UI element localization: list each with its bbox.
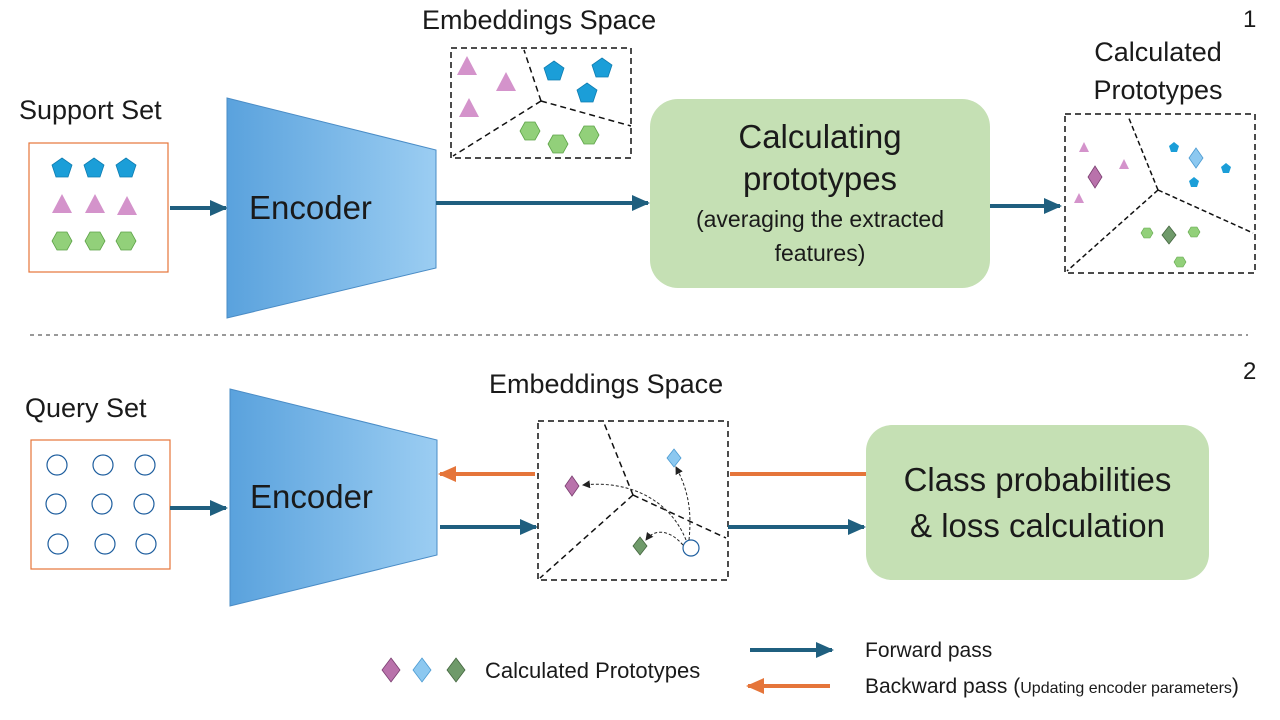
query-sample-icon [133,493,155,515]
hexagon-icon [51,231,73,251]
pink-prototype-diamond-icon [564,475,580,497]
embeddings-triangles [457,56,516,117]
pentagon-icon [83,157,105,178]
triangle-icon [496,72,516,91]
query-sample-icon [91,493,113,515]
embeddings-pentagons [543,57,613,103]
calculated-prototypes-dividers [1066,115,1254,272]
triangle-icon [85,194,105,213]
query-set-label: Query Set [25,393,147,423]
blue-prototype-diamond-icon [412,657,432,683]
embeddings-space-label: Embeddings Space [489,369,724,399]
pentagon-icon [1221,163,1231,173]
calc-proto-pentagons [1169,142,1231,187]
triangle-icon [52,194,72,213]
class-box-line2: & loss calculation [910,506,1165,544]
triangle-icon [459,98,479,117]
query-circles [45,454,157,555]
backward-label-close: ) [1231,675,1239,698]
query-sample-icon [682,539,700,557]
hexagon-icon [1187,226,1201,238]
calc-sub-line1: (averaging the extracted [695,206,945,232]
pink-prototype-diamond-icon [1087,165,1103,189]
query-sample-icon [92,454,114,476]
class-probabilities-box [866,425,1209,580]
green-prototype-diamond-icon [446,657,466,683]
query-sample-icon [46,454,68,476]
hexagon-icon [115,231,137,251]
encoder-label: Encoder [249,189,372,226]
embeddings-dividers [452,49,632,157]
pink-prototype-diamond-icon [381,657,401,683]
support-set-triangles [52,194,137,215]
triangle-icon [457,56,477,75]
green-prototype-diamond-icon [632,536,648,556]
encoder-label: Encoder [250,478,373,515]
section-2-number: 2 [1243,358,1257,385]
class-probabilities-text: Class probabilities & loss calculation [866,433,1209,572]
calc-sub-line2: features) [774,240,866,266]
encoder-trapezoid [229,388,438,607]
triangle-icon [117,196,137,215]
calculated-prototypes-space-box [1064,113,1256,274]
calculating-prototypes-text: Calculating prototypes (averaging the ex… [650,108,990,278]
support-set-label: Support Set [19,95,162,125]
support-set-hexagons [51,231,137,251]
legend-prototypes-label: Calculated Prototypes [485,658,701,683]
green-prototype-diamond-icon [1161,225,1177,245]
query-sample-icon [45,493,67,515]
backward-label-detail: Updating encoder parameters [1020,680,1232,697]
calculating-prototypes-box [650,99,990,288]
hexagon-icon [578,125,600,145]
backward-label-main: Backward pass ( [865,675,1021,698]
class-box-line1: Class probabilities [903,460,1172,498]
section-1-number: 1 [1243,6,1257,33]
embeddings-space-label: Embeddings Space [422,5,657,35]
calc-proto-hexagons [1140,226,1201,268]
distance-arrows [582,466,691,546]
query-sample-icon [94,533,116,555]
embeddings-hexagons [519,121,600,154]
pentagon-icon [51,157,73,178]
support-set-pentagons [51,157,137,178]
legend [381,642,834,694]
embeddings-dividers [539,422,727,579]
section-2 [30,388,1209,607]
hexagon-icon [1140,227,1154,239]
pentagon-icon [591,57,613,78]
calculated-prototypes-label-line1: Calculated [1094,37,1222,67]
hexagon-icon [519,121,541,141]
embeddings-space-box [537,420,729,581]
triangle-icon [1074,193,1084,203]
pentagon-icon [1169,142,1179,152]
triangle-icon [1079,142,1089,152]
calc-title-line1: Calculating [738,118,902,155]
blue-prototype-diamond-icon [1188,147,1204,169]
pentagon-icon [115,157,137,178]
pentagon-icon [1189,177,1199,187]
hexagon-icon [1173,256,1187,268]
query-sample-icon [134,454,156,476]
calculated-prototypes-label-line2: Prototypes [1093,75,1223,105]
section-1 [28,47,1256,319]
blue-prototype-diamond-icon [666,448,682,468]
hexagon-icon [547,134,569,154]
pentagon-icon [576,82,598,103]
legend-forward-label: Forward pass [865,639,993,662]
pentagon-icon [543,60,565,81]
encoder-trapezoid [226,97,437,319]
hexagon-icon [84,231,106,251]
calc-proto-triangles [1074,142,1129,203]
legend-backward-label: Backward pass (Updating encoder paramete… [865,675,1239,699]
calc-title-line2: prototypes [742,160,898,197]
triangle-icon [1119,159,1129,169]
query-sample-icon [135,533,157,555]
query-sample-icon [47,533,69,555]
